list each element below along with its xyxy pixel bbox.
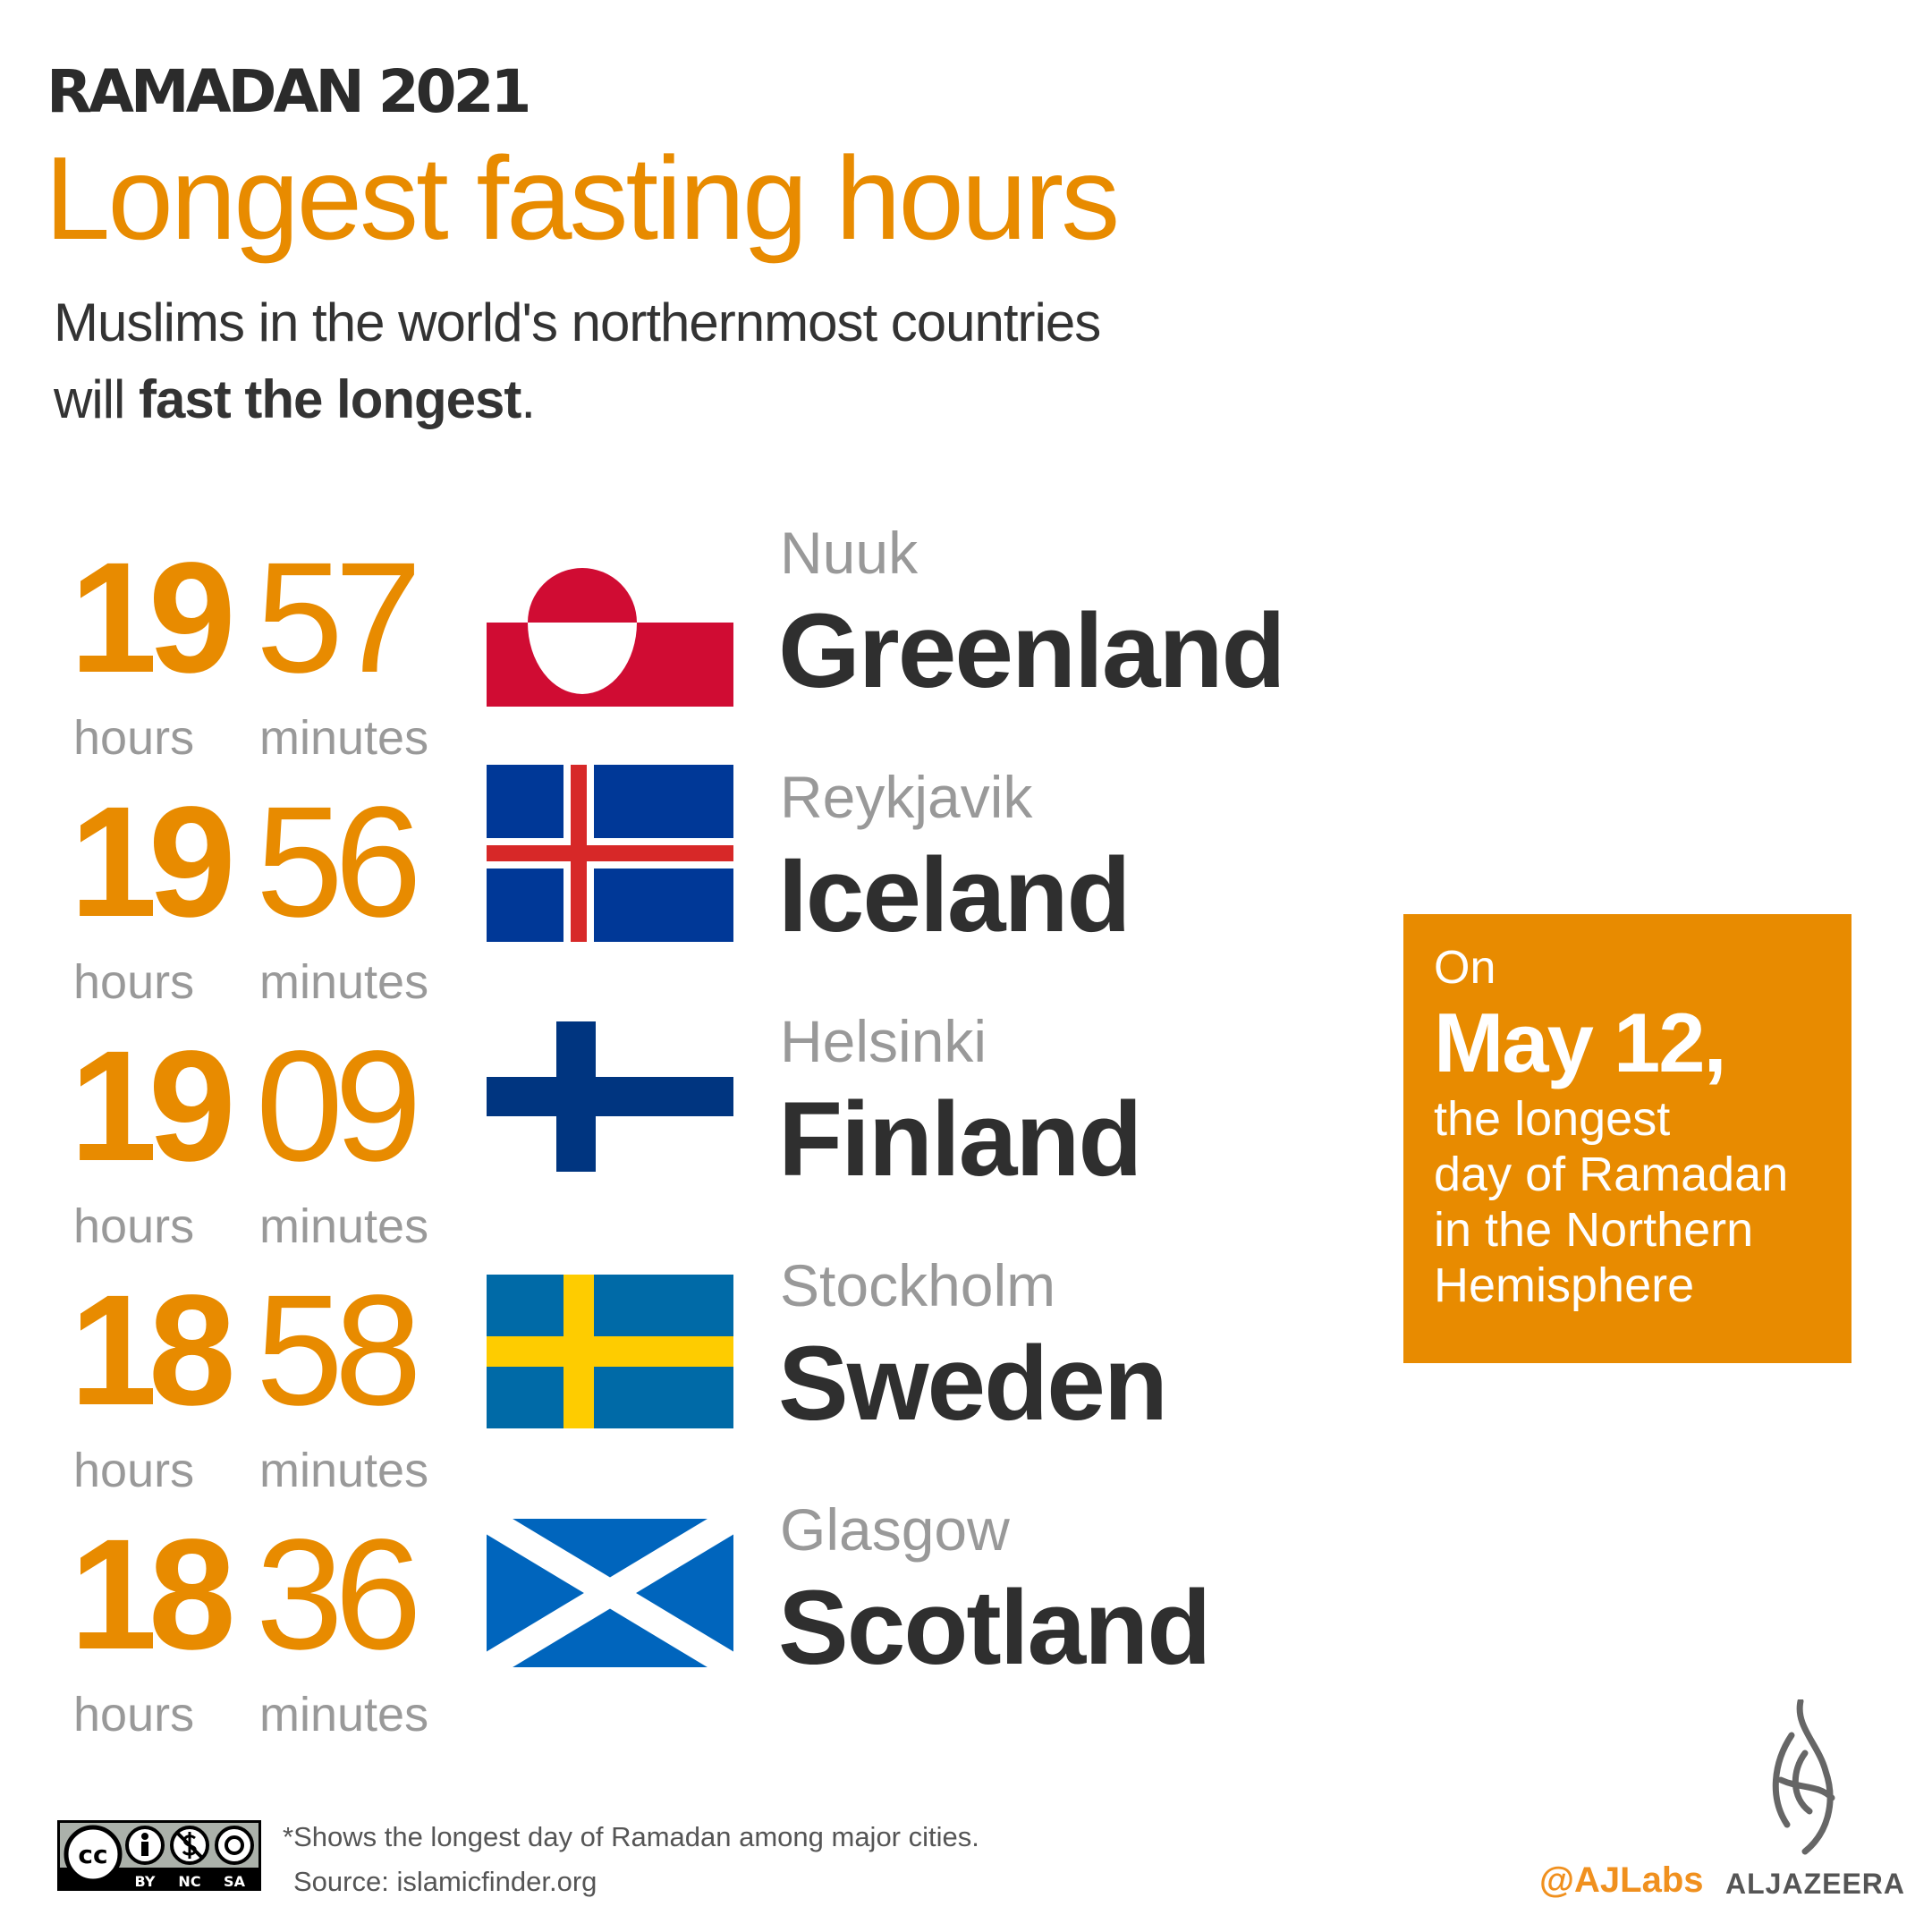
hours-value: 19 xyxy=(70,1019,236,1194)
country-name: Finland xyxy=(778,1080,1143,1199)
hours-label: hours xyxy=(73,1444,195,1497)
country-name: Greenland xyxy=(778,592,1286,710)
minutes-label: minutes xyxy=(259,955,429,1009)
footnote: *Shows the longest day of Ramadan among … xyxy=(283,1821,979,1852)
minutes-value: 57 xyxy=(256,530,422,706)
hours-label: hours xyxy=(73,711,195,765)
country-row: 19 09 hours minutes Helsinki Finland xyxy=(0,1008,1395,1258)
minutes-value: 09 xyxy=(256,1019,422,1194)
minutes-value: 58 xyxy=(256,1263,422,1438)
callout-line: the longest xyxy=(1434,1092,1671,1146)
iceland-flag-icon xyxy=(487,765,733,942)
minutes-label: minutes xyxy=(259,1199,429,1253)
minutes-label: minutes xyxy=(259,1688,429,1741)
subtitle-line-2: will fast the longest. xyxy=(54,361,1100,438)
cc-text: cc xyxy=(78,1840,107,1869)
ajlabs-handle: @AJLabs xyxy=(1539,1860,1704,1900)
creative-commons-license-icon: cc BY NC SA xyxy=(57,1820,261,1891)
hours-label: hours xyxy=(73,1688,195,1741)
callout-line: day of Ramadan xyxy=(1434,1148,1789,1201)
subtitle-bold: fast the longest xyxy=(139,369,521,429)
hours-value: 18 xyxy=(70,1507,236,1682)
subtitle-text: will xyxy=(54,369,139,429)
hours-value: 19 xyxy=(70,775,236,950)
hours-value: 19 xyxy=(70,530,236,706)
scotland-flag-icon xyxy=(487,1519,733,1667)
callout-date: May 12, xyxy=(1434,996,1727,1089)
page-title: Longest fasting hours xyxy=(45,132,1120,264)
hours-label: hours xyxy=(73,955,195,1009)
callout-line: in the Northern xyxy=(1434,1203,1754,1257)
country-name: Scotland xyxy=(778,1569,1211,1687)
callout-line: Hemisphere xyxy=(1434,1258,1695,1312)
country-name: Sweden xyxy=(778,1325,1168,1443)
minutes-label: minutes xyxy=(259,711,429,765)
city-name: Glasgow xyxy=(780,1496,1010,1563)
aljazeera-wordmark: ALJAZEERA xyxy=(1725,1868,1906,1900)
cc-nc: NC xyxy=(178,1873,200,1890)
kicker: RAMADAN 2021 xyxy=(47,57,531,126)
city-name: Nuuk xyxy=(780,520,919,586)
subtitle-text: . xyxy=(521,369,536,429)
source: Source: islamicfinder.org xyxy=(293,1866,597,1897)
hours-label: hours xyxy=(73,1199,195,1253)
aljazeera-calligraphy-logo-icon xyxy=(1772,1699,1835,1855)
cc-by: BY xyxy=(135,1873,156,1890)
country-name: Iceland xyxy=(778,836,1131,954)
greenland-flag-icon xyxy=(487,568,733,707)
finland-flag-icon xyxy=(487,1021,733,1172)
minutes-value: 36 xyxy=(256,1507,422,1682)
subtitle-line-1: Muslims in the world's northernmost coun… xyxy=(54,292,1101,352)
country-row: 19 57 hours minutes Nuuk Greenland xyxy=(0,520,1395,769)
country-row: 18 36 hours minutes Glasgow Scotland xyxy=(0,1496,1395,1746)
minutes-label: minutes xyxy=(259,1444,429,1497)
callout-box: On May 12, the longest day of Ramadan in… xyxy=(1403,914,1852,1363)
hours-value: 18 xyxy=(70,1263,236,1438)
city-name: Helsinki xyxy=(780,1008,987,1074)
city-name: Stockholm xyxy=(780,1252,1056,1318)
minutes-value: 56 xyxy=(256,775,422,950)
callout-line: On xyxy=(1434,942,1496,994)
country-row: 18 58 hours minutes Stockholm Sweden xyxy=(0,1252,1395,1502)
sweden-flag-icon xyxy=(487,1275,733,1428)
cc-sa: SA xyxy=(224,1873,246,1890)
subtitle: Muslims in the world's northernmost coun… xyxy=(54,284,1101,438)
city-name: Reykjavik xyxy=(780,764,1033,830)
country-row: 19 56 hours minutes Reykjavik Iceland xyxy=(0,764,1395,1013)
